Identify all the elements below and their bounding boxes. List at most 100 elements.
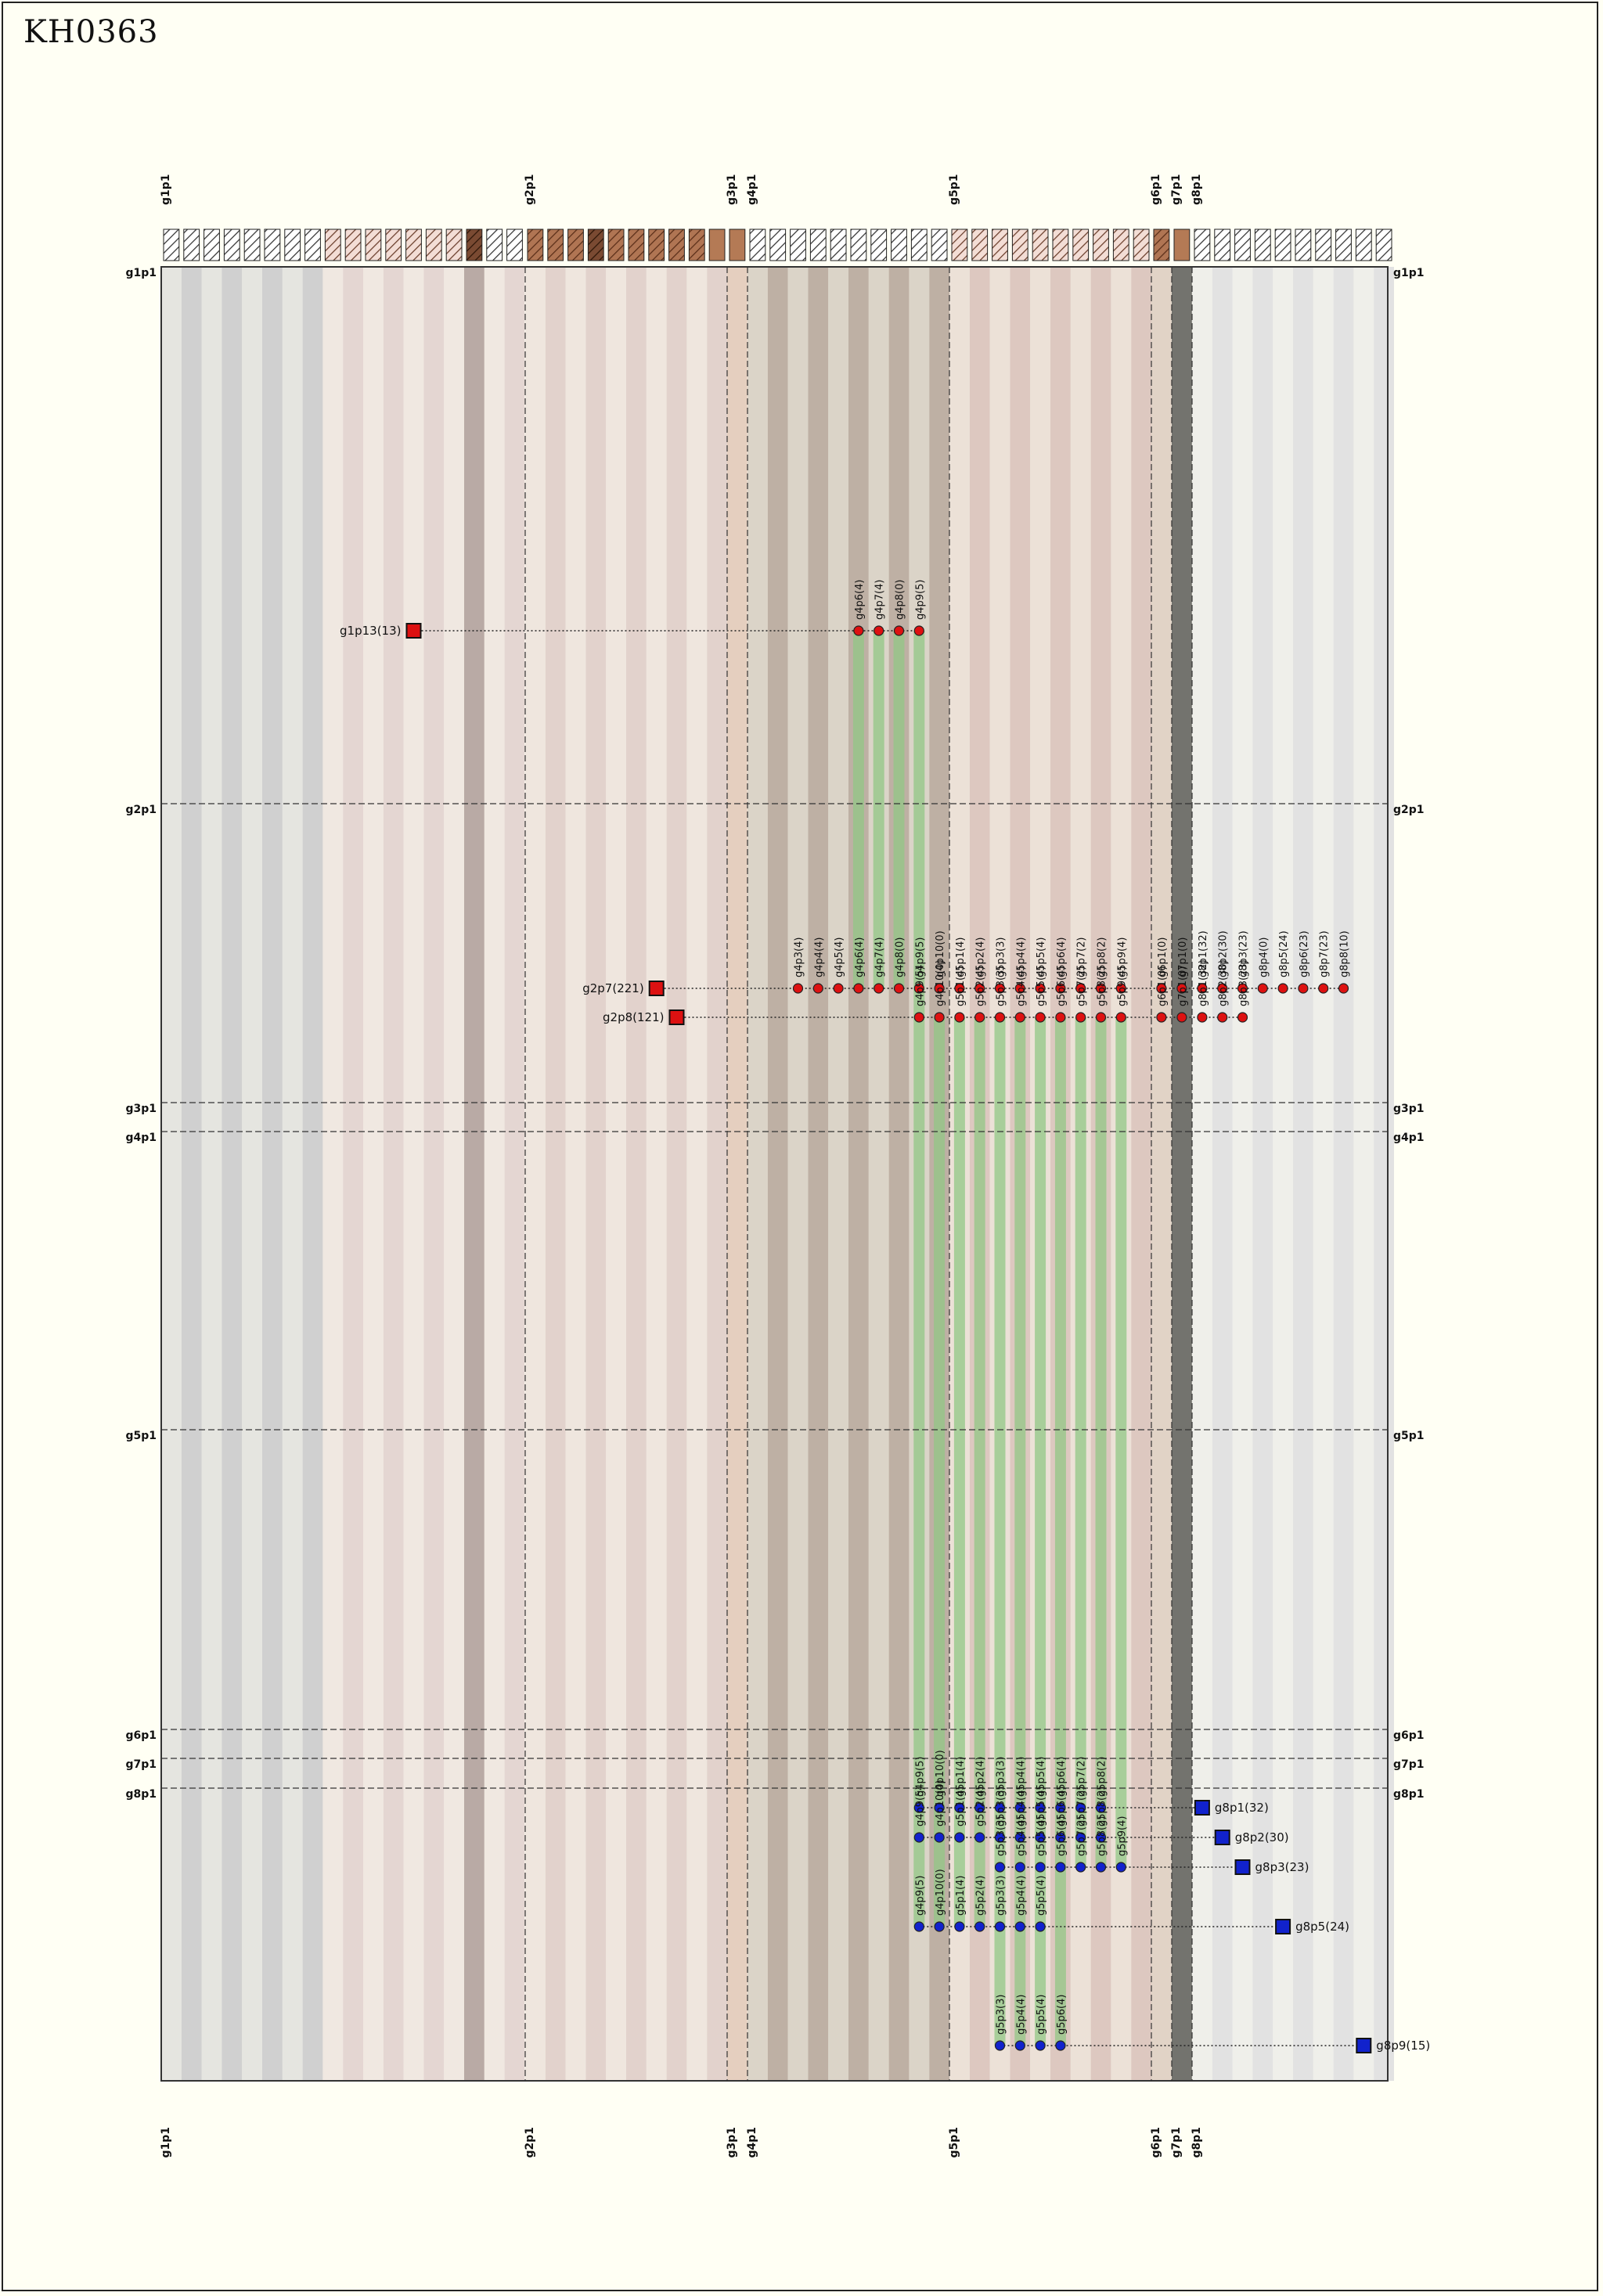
marker-dot bbox=[1237, 1012, 1248, 1023]
marker-dot-label: g5p5(4) bbox=[1036, 1876, 1047, 1916]
header-box bbox=[971, 229, 989, 261]
marker-dot-label: g4p5(4) bbox=[834, 937, 845, 977]
marker-dot bbox=[792, 983, 804, 994]
marker-dot-label: g5p8(2) bbox=[1097, 1787, 1108, 1826]
header-box bbox=[1234, 229, 1251, 261]
bottom-group-label: g1p1 bbox=[160, 2127, 172, 2158]
marker-dot bbox=[934, 1012, 945, 1023]
header-box bbox=[223, 229, 240, 261]
header-box bbox=[1011, 229, 1028, 261]
marker-dot-label: g5p2(4) bbox=[975, 1787, 987, 1826]
header-box bbox=[648, 229, 665, 261]
marker-dot bbox=[1035, 1832, 1046, 1843]
marker-dot bbox=[1055, 2040, 1066, 2051]
marker-dot bbox=[1217, 1012, 1228, 1023]
header-box bbox=[284, 229, 301, 261]
marker-dot bbox=[934, 983, 945, 994]
column-stripe bbox=[666, 267, 687, 2081]
header-box bbox=[587, 229, 604, 261]
column-stripe bbox=[222, 267, 243, 2081]
marker-dot-label: g5p4(4) bbox=[1015, 1876, 1027, 1916]
marker-dot-label: g5p3(3) bbox=[996, 966, 1007, 1006]
header-box bbox=[992, 229, 1008, 261]
match-band bbox=[1014, 1017, 1026, 1808]
header-box bbox=[547, 229, 564, 261]
column-stripe bbox=[242, 267, 262, 2081]
marker-dot bbox=[994, 983, 1006, 994]
column-stripe bbox=[1192, 267, 1212, 2081]
marker-dot-label: g5p1(4) bbox=[955, 1757, 967, 1797]
bottom-group-label: g6p1 bbox=[1150, 2127, 1162, 2158]
column-stripe bbox=[565, 267, 586, 2081]
marker-dot-label: g5p7(2) bbox=[1076, 1816, 1088, 1856]
marker-dot bbox=[1217, 983, 1228, 994]
marker-dot-label: g5p6(4) bbox=[1056, 1757, 1068, 1797]
marker-dot-label: g5p2(4) bbox=[975, 966, 987, 1006]
header-box bbox=[1355, 229, 1372, 261]
marker-dot-label: g5p2(4) bbox=[975, 1757, 987, 1797]
header-box bbox=[688, 229, 705, 261]
column-stripe bbox=[828, 267, 848, 2081]
column-stripe bbox=[423, 267, 445, 2081]
bottom-group-label: g7p1 bbox=[1170, 2127, 1183, 2158]
marker-dot bbox=[1075, 983, 1086, 994]
column-stripe bbox=[767, 267, 788, 2081]
top-group-label: g7p1 bbox=[1170, 174, 1183, 205]
marker-dot bbox=[1035, 983, 1046, 994]
marker-dot bbox=[874, 983, 884, 994]
marker-dot-label: g5p4(4) bbox=[1015, 937, 1027, 977]
marker-dot-label: g8p1(32) bbox=[1198, 930, 1209, 977]
marker-dot bbox=[1014, 1862, 1025, 1873]
column-stripe bbox=[1212, 267, 1233, 2081]
header-box bbox=[1194, 229, 1211, 261]
marker-dot-label: g7p1(0) bbox=[1177, 937, 1189, 977]
header-box bbox=[891, 229, 907, 261]
marker-dot bbox=[1095, 1012, 1107, 1023]
header-box bbox=[708, 229, 726, 261]
header-box bbox=[183, 229, 200, 261]
marker-dot bbox=[812, 983, 823, 994]
marker-dot-label: g5p5(4) bbox=[1036, 937, 1047, 977]
marker-dot-label: g5p4(4) bbox=[1015, 966, 1027, 1006]
header-box bbox=[931, 229, 948, 261]
column-stripe bbox=[585, 267, 607, 2081]
header-box bbox=[486, 229, 503, 261]
marker-dot bbox=[1035, 1862, 1046, 1873]
column-stripe bbox=[484, 267, 505, 2081]
marker-dot-label: g4p4(4) bbox=[813, 937, 825, 977]
column-stripe bbox=[1232, 267, 1253, 2081]
column-stripe bbox=[504, 267, 525, 2081]
marker-dot-label: g8p6(23) bbox=[1299, 930, 1310, 977]
left-group-label: g1p1 bbox=[125, 267, 157, 279]
marker-dot bbox=[1035, 1012, 1046, 1023]
marker-dot bbox=[1055, 983, 1066, 994]
marker-dot bbox=[1095, 1862, 1107, 1873]
marker-dot bbox=[1014, 1802, 1025, 1813]
marker-dot-label: g8p2(30) bbox=[1218, 959, 1230, 1006]
marker-dot-label: g5p3(3) bbox=[996, 1787, 1007, 1826]
marker-dot bbox=[1014, 983, 1025, 994]
header-box bbox=[1072, 229, 1090, 261]
marker-dot bbox=[1075, 1802, 1086, 1813]
marker-dot bbox=[1237, 983, 1248, 994]
marker-dot bbox=[1035, 1802, 1046, 1813]
marker-dot-label: g6p1(0) bbox=[1157, 937, 1169, 977]
marker-dot-label: g4p3(4) bbox=[794, 937, 805, 977]
marker-dot bbox=[1014, 1921, 1025, 1932]
marker-dot bbox=[893, 983, 905, 994]
column-stripe bbox=[403, 267, 424, 2081]
marker-dot-label: g5p9(4) bbox=[1116, 937, 1128, 977]
marker-dot-label: g8p1(32) bbox=[1198, 959, 1209, 1006]
marker-dot bbox=[1075, 1012, 1086, 1023]
marker-dot-label: g5p5(4) bbox=[1036, 1757, 1047, 1797]
marker-dot-label: g5p1(4) bbox=[955, 1787, 967, 1826]
plot-frame bbox=[160, 266, 1389, 2082]
marker-dot bbox=[1035, 2040, 1046, 2051]
marker-dot bbox=[1014, 1832, 1025, 1843]
marker-dot-label: g8p4(0) bbox=[1258, 937, 1270, 977]
match-band bbox=[994, 1017, 1006, 1808]
marker-dot bbox=[974, 1802, 985, 1813]
top-group-label: g3p1 bbox=[726, 174, 738, 205]
marker-dot-label: g5p3(3) bbox=[996, 1816, 1007, 1856]
